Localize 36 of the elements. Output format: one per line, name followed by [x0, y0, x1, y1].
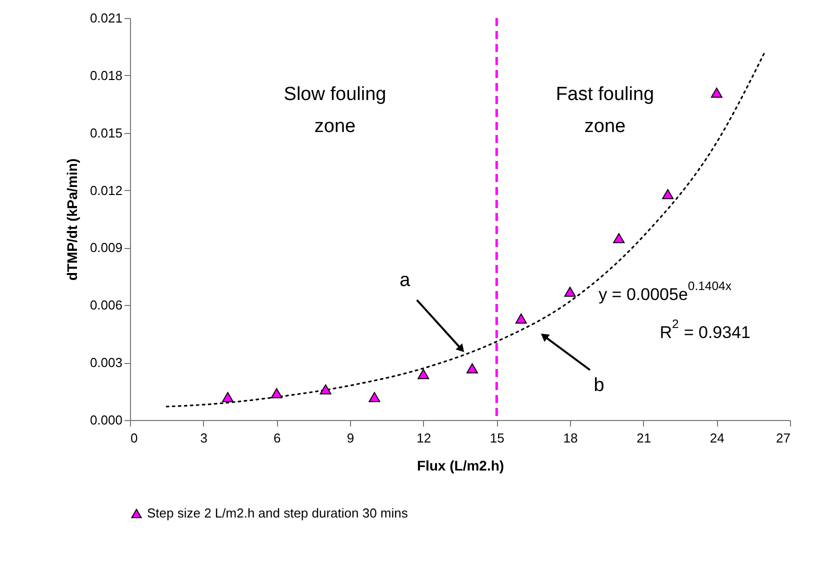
annotation: Fast fouling zone — [556, 84, 654, 137]
x-tick-label: 18 — [563, 430, 578, 446]
point — [270, 388, 282, 398]
x-tick-label: 27 — [776, 430, 790, 446]
y-tick-label: 0.015 — [90, 125, 122, 140]
y-tick-label: 0.009 — [90, 240, 122, 256]
annotation: b — [594, 375, 604, 396]
y-tick-label: 0.006 — [90, 298, 122, 313]
y-tick-label: 0.003 — [90, 355, 122, 370]
point — [710, 88, 722, 98]
y-tick-label: 0.012 — [90, 182, 122, 198]
x-tick-label: 24 — [710, 430, 724, 446]
x-tick-label: 6 — [274, 430, 281, 446]
y-axis-title: dTMP/dt (kPa/min) — [64, 158, 80, 281]
point — [222, 392, 234, 402]
point — [368, 392, 380, 402]
x-tick-label: 0 — [130, 430, 138, 446]
point — [466, 363, 478, 374]
point — [564, 286, 576, 297]
y-tick-label: 0.000 — [90, 412, 122, 428]
y-tick-label: 0.018 — [90, 68, 122, 83]
point — [320, 384, 332, 394]
x-tick-label: 15 — [490, 430, 504, 446]
x-tick-label: 3 — [200, 430, 208, 446]
annotation: a — [400, 270, 411, 291]
point — [515, 314, 527, 324]
point — [418, 369, 430, 380]
legend-label: Step size 2 L/m2.h and step duration 30 mins — [147, 506, 408, 520]
x-tick-label: 9 — [346, 430, 354, 446]
y-tick-label: 0.021 — [90, 10, 122, 26]
x-tick-label: 21 — [636, 430, 652, 446]
annotation: Slow fouling zone — [284, 84, 386, 137]
x-tick-label: 12 — [416, 430, 432, 446]
x-axis-title: Flux (L/m2.h) — [416, 458, 504, 474]
point — [662, 189, 674, 200]
point — [613, 233, 625, 244]
